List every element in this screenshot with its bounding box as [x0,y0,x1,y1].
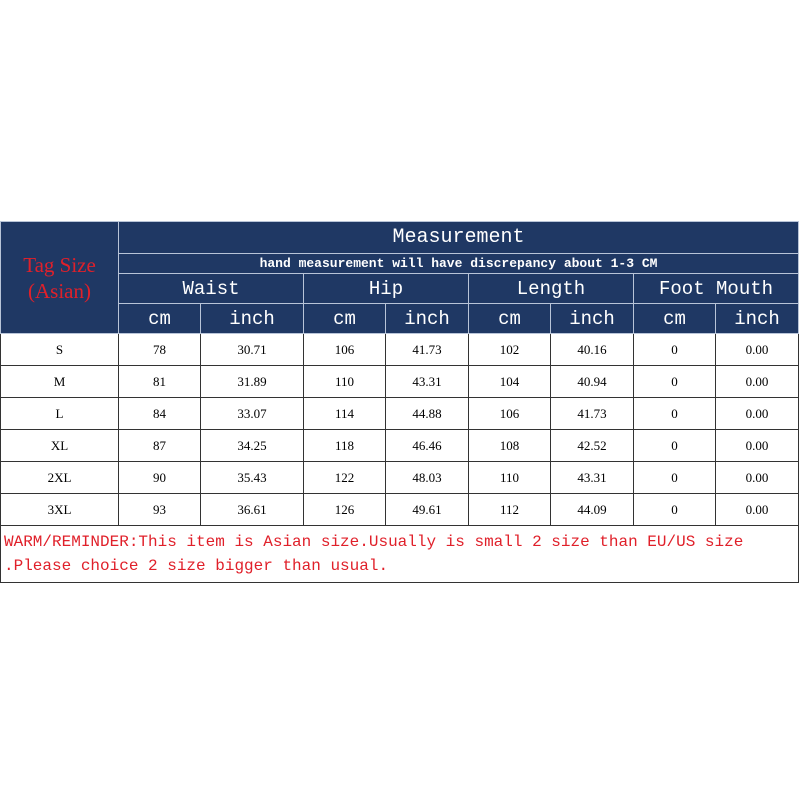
value-cell: 114 [303,397,386,430]
value-cell: 102 [468,333,551,366]
unit-header: cm [468,303,551,334]
value-cell: 126 [303,493,386,526]
value-cell: 122 [303,461,386,494]
value-cell: 0.00 [714,333,800,366]
value-cell: 118 [303,429,386,462]
reminder-line: WARM/REMINDER:This item is Asian size.Us… [4,533,744,551]
size-cell: L [0,397,119,430]
data-row: 2XL 90 35.43 122 48.03 110 43.31 0 0.00 [0,461,800,494]
note: hand measurement will have discrepancy a… [117,253,800,274]
table-body: Tag Size (Asian) Measurement hand measur… [0,221,800,583]
reminder: WARM/REMINDER:This item is Asian size.Us… [0,525,800,583]
value-cell: 81 [118,365,201,398]
header-row: Tag Size (Asian) Measurement [0,221,800,334]
unit-header: cm [118,303,201,334]
header-row: hand measurement will have discrepancy a… [1,253,800,274]
value-cell: 48.03 [385,461,469,494]
value-cell: 0.00 [714,461,800,494]
value-cell: 0 [633,493,716,526]
title: Measurement [117,221,800,254]
unit-header: inch [550,303,634,334]
reminder-row: WARM/REMINDER:This item is Asian size.Us… [0,525,800,583]
group-header: Length [468,273,634,304]
value-cell: 0.00 [714,397,800,430]
value-cell: 93 [118,493,201,526]
group-header: Waist [118,273,304,304]
value-cell: 42.52 [550,429,634,462]
unit-header: inch [714,303,800,334]
data-row: L 84 33.07 114 44.88 106 41.73 0 0.00 [0,397,800,430]
value-cell: 0.00 [714,429,800,462]
size-cell: S [0,333,119,366]
value-cell: 108 [468,429,551,462]
value-cell: 41.73 [385,333,469,366]
value-cell: 110 [468,461,551,494]
value-cell: 0.00 [714,493,800,526]
value-cell: 0 [633,333,716,366]
tag-size-header: Tag Size (Asian) [0,221,119,334]
value-cell: 43.31 [385,365,469,398]
value-cell: 36.61 [200,493,304,526]
value-cell: 46.46 [385,429,469,462]
value-cell: 40.16 [550,333,634,366]
unit-header: inch [385,303,469,334]
value-cell: 35.43 [200,461,304,494]
value-cell: 49.61 [385,493,469,526]
size-cell: 3XL [0,493,119,526]
group-header: Foot Mouth [632,273,800,304]
data-row: S 78 30.71 106 41.73 102 40.16 0 0.00 [0,333,800,366]
data-row: 3XL 93 36.61 126 49.61 112 44.09 0 0.00 [0,493,800,526]
data-row: XL 87 34.25 118 46.46 108 42.52 0 0.00 [0,429,800,462]
value-cell: 34.25 [200,429,304,462]
value-cell: 112 [468,493,551,526]
value-cell: 44.09 [550,493,634,526]
value-cell: 30.71 [200,333,304,366]
value-cell: 0 [633,397,716,430]
value-cell: 106 [303,333,386,366]
value-cell: 0 [633,365,716,398]
value-cell: 87 [118,429,201,462]
value-cell: 40.94 [550,365,634,398]
size-cell: M [0,365,119,398]
data-row: M 81 31.89 110 43.31 104 40.94 0 0.00 [0,365,800,398]
value-cell: 43.31 [550,461,634,494]
value-cell: 0.00 [714,365,800,398]
unit-header: inch [200,303,304,334]
value-cell: 31.89 [200,365,304,398]
value-cell: 106 [468,397,551,430]
value-cell: 110 [303,365,386,398]
value-cell: 104 [468,365,551,398]
reminder-line: .Please choice 2 size bigger than usual. [4,557,389,575]
size-table: Tag Size (Asian) Measurement hand measur… [0,221,800,583]
header-row: Waist Hip Length Foot Mouth [1,273,800,304]
header-row: cm inch cm inch cm inch cm inch [1,303,800,334]
unit-header: cm [633,303,716,334]
value-cell: 0 [633,429,716,462]
value-cell: 44.88 [385,397,469,430]
size-cell: XL [0,429,119,462]
value-cell: 0 [633,461,716,494]
unit-header: cm [303,303,386,334]
size-cell: 2XL [0,461,119,494]
group-header: Hip [303,273,469,304]
value-cell: 33.07 [200,397,304,430]
value-cell: 78 [118,333,201,366]
value-cell: 90 [118,461,201,494]
value-cell: 41.73 [550,397,634,430]
value-cell: 84 [118,397,201,430]
